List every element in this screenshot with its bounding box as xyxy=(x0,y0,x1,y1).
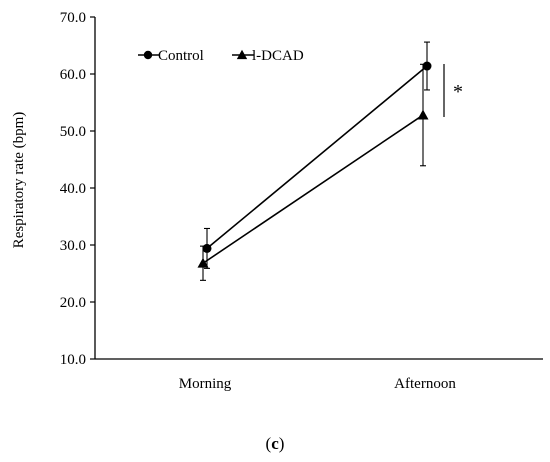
significance-marker: * xyxy=(453,81,463,103)
data-point-triangle xyxy=(197,257,209,268)
caption-open-paren: ( xyxy=(266,434,272,453)
data-point-circle xyxy=(422,61,432,71)
legend-label: l-DCAD xyxy=(252,48,304,64)
x-tick-label: Morning xyxy=(179,376,232,392)
y-tick-label: 60.0 xyxy=(60,67,86,83)
series-line xyxy=(202,114,424,264)
y-tick-label: 10.0 xyxy=(60,352,86,368)
y-tick-label: 40.0 xyxy=(60,181,86,197)
series-l-dcad xyxy=(197,63,429,281)
y-axis: 10.0 20.0 30.0 40.0 50.0 60.0 70.0 xyxy=(60,10,96,368)
y-tick-label: 20.0 xyxy=(60,295,86,311)
caption-close-paren: ) xyxy=(279,434,285,453)
legend-marker-circle xyxy=(143,50,153,60)
legend: Control l-DCAD xyxy=(138,48,304,64)
series-line xyxy=(206,65,428,250)
series-control xyxy=(202,41,432,269)
data-point-triangle xyxy=(417,109,429,120)
figure-caption: (c) xyxy=(266,434,285,453)
legend-marker-triangle xyxy=(236,49,248,60)
y-axis-label: Respiratory rate (bpm) xyxy=(11,112,27,249)
x-axis: Morning Afternoon xyxy=(95,358,543,392)
x-tick-label: Afternoon xyxy=(394,376,456,392)
y-tick-label: 30.0 xyxy=(60,238,86,254)
series-layer xyxy=(197,41,432,281)
caption-letter: c xyxy=(271,434,279,453)
y-tick-label: 70.0 xyxy=(60,10,86,26)
y-tick-label: 50.0 xyxy=(60,124,86,140)
legend-label: Control xyxy=(158,48,204,64)
data-point-circle xyxy=(202,243,212,253)
